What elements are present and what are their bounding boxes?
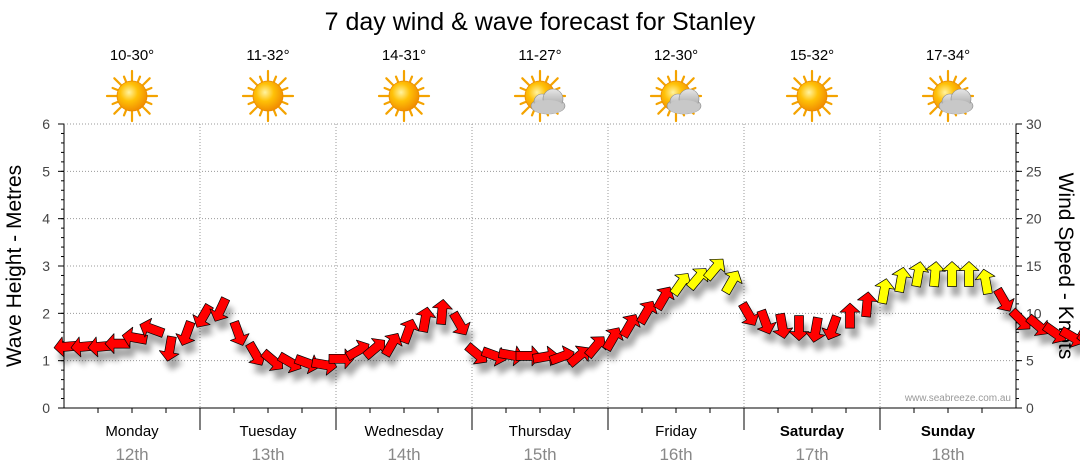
wind-arrow [653, 286, 675, 312]
left-tick-label: 1 [42, 353, 50, 369]
left-tick-label: 2 [42, 305, 50, 321]
day-temperature: 11-27° [518, 47, 561, 64]
wind-arrow [432, 299, 453, 326]
left-tick-label: 3 [42, 258, 50, 274]
day-date-label: 13th [251, 445, 284, 464]
wind-arrow [788, 315, 810, 341]
wind-arrow [399, 318, 420, 345]
day-temperature: 15-32° [790, 47, 834, 64]
day-name-label: Wednesday [365, 423, 444, 440]
plot-area [63, 124, 1017, 409]
day-name-label: Tuesday [240, 423, 297, 440]
day-temperature: 10-30° [110, 47, 154, 64]
wind-arrow [908, 261, 930, 288]
right-tick-label: 5 [1026, 353, 1034, 369]
wind-arrow [941, 261, 963, 287]
wind-arrow [703, 258, 726, 282]
wind-arrow [209, 296, 231, 322]
day-temperature: 12-30° [654, 47, 698, 64]
sun-cloud-icon [513, 69, 567, 123]
wind-arrow [738, 301, 760, 326]
sun-icon [785, 69, 839, 123]
grid-lines [64, 123, 1016, 430]
day-date-label: 12th [115, 445, 148, 464]
chart-title: 7 day wind & wave forecast for Stanley [325, 8, 756, 36]
sun-cloud-icon [921, 69, 975, 123]
right-tick-label: 0 [1026, 400, 1034, 416]
wind-arrow [804, 316, 826, 343]
sun-cloud-icon [649, 69, 703, 123]
wind-arrow [362, 338, 386, 361]
sun-icon [105, 69, 159, 123]
wind-arrow [498, 345, 525, 367]
wind-arrow [839, 302, 861, 329]
wind-arrow [857, 291, 878, 318]
day-name-label: Monday [105, 423, 159, 440]
wind-arrow [669, 273, 692, 297]
wind-arrow [175, 320, 196, 346]
credit-text: www.seabreeze.com.au [904, 393, 1011, 404]
day-name-label: Friday [655, 423, 697, 440]
wind-arrow [381, 333, 403, 358]
left-axis-title: Wave Height - Metres [3, 165, 26, 367]
wind-arrow [993, 286, 1015, 312]
wind-arrow [449, 310, 471, 336]
day-date-label: 15th [523, 445, 556, 464]
wind-arrow [821, 314, 842, 341]
wind-arrow [721, 270, 743, 296]
wind-arrow [772, 312, 794, 339]
day-name-label: Saturday [780, 423, 845, 440]
left-tick-label: 6 [42, 116, 50, 132]
left-axis-ticks: 0 1 2 3 4 5 6 [42, 116, 64, 416]
wind-series [53, 258, 1080, 376]
wind-arrow [1076, 330, 1080, 353]
wind-arrow [891, 266, 913, 294]
wind-arrow [229, 320, 250, 346]
wind-arrow [415, 306, 437, 333]
day-date-label: 16th [659, 445, 692, 464]
day-headers: 10-30° 11-32° 14-31° 11-27° 12-30° 15-32° 17-3… [105, 47, 975, 123]
right-tick-label: 25 [1026, 163, 1042, 179]
day-name-label: Thursday [509, 423, 572, 440]
right-tick-label: 15 [1026, 258, 1042, 274]
day-name-label: Sunday [921, 423, 976, 440]
wind-arrow [192, 303, 214, 328]
sun-icon [377, 69, 431, 123]
day-date-label: 17th [795, 445, 828, 464]
right-tick-label: 30 [1026, 116, 1042, 132]
day-date-label: 18th [931, 445, 964, 464]
wind-arrow [974, 268, 996, 295]
left-tick-label: 5 [42, 163, 50, 179]
day-labels: Monday 12th Tuesday 13th Wednesday 14th Thursd… [105, 423, 975, 464]
wind-arrow [1058, 326, 1080, 348]
wind-arrow [756, 308, 777, 335]
day-date-label: 14th [387, 445, 420, 464]
day-temperature: 17-34° [926, 47, 970, 64]
wind-arrow [158, 335, 180, 362]
sun-icon [241, 69, 295, 123]
wind-arrow [139, 317, 166, 338]
wind-arrow [874, 278, 896, 305]
right-tick-label: 20 [1026, 211, 1042, 227]
left-tick-label: 4 [42, 211, 50, 227]
wind-arrow [1025, 313, 1049, 336]
left-tick-label: 0 [42, 400, 50, 416]
day-temperature: 11-32° [246, 47, 289, 64]
wind-arrow [958, 261, 980, 287]
wind-arrow [925, 261, 946, 288]
right-axis-title: Wind Speed - Knots [1054, 173, 1077, 360]
day-temperature: 14-31° [382, 47, 426, 64]
